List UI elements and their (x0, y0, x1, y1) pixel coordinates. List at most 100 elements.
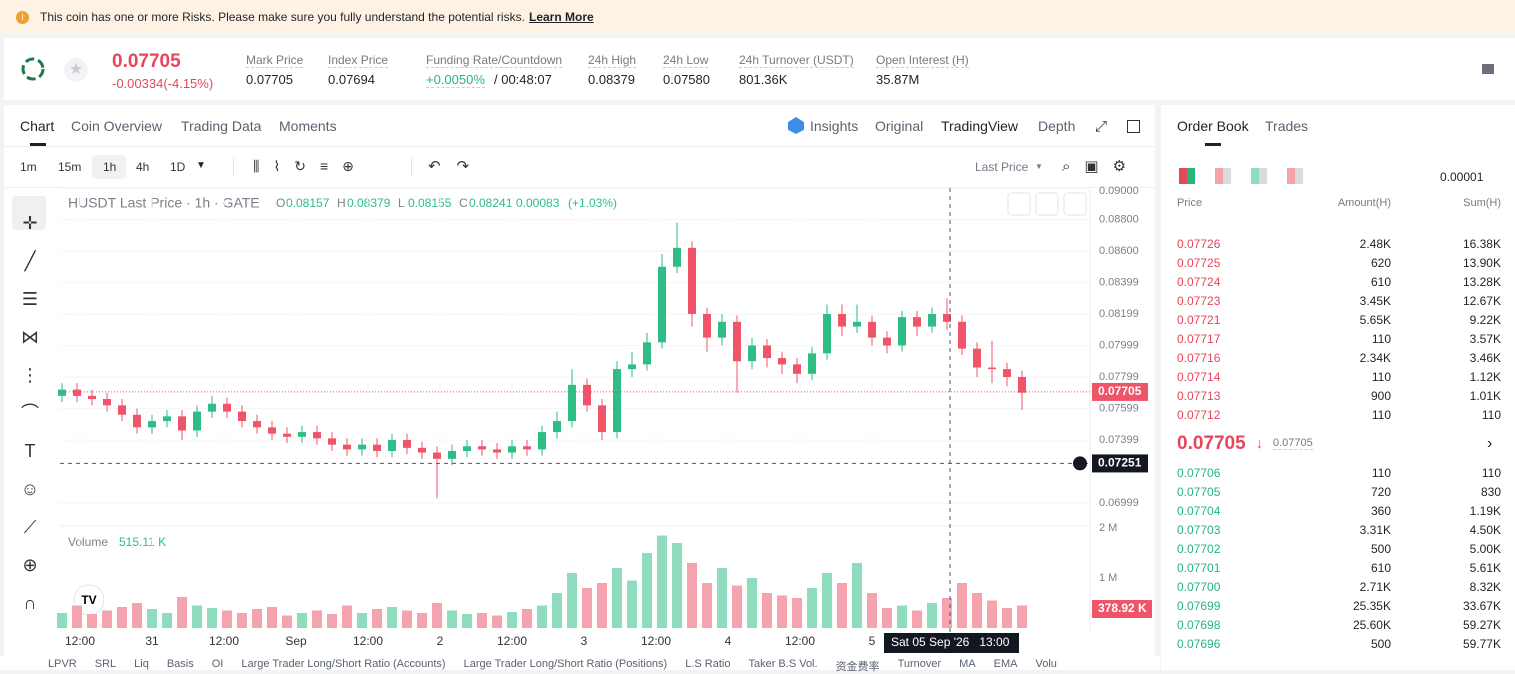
ob-sum: 59.77K (1462, 637, 1501, 651)
fullscreen[interactable]: ⤢ (1095, 118, 1108, 135)
volume-bar (582, 588, 592, 628)
dropdown[interactable]: ▼ (196, 160, 206, 171)
drawing-tools[interactable]: ✛ ╱ ☰ ⋈ ⋮ ⌒ T ☺ ⟋ ⊕ ∩ (20, 213, 40, 613)
indicator[interactable]: Liq (134, 658, 149, 670)
ob-price[interactable]: 0.07696 (1177, 637, 1221, 651)
ob-price[interactable]: 0.07702 (1177, 542, 1221, 556)
interval[interactable]: 15m (58, 160, 82, 174)
indicator[interactable]: L.S Ratio (685, 658, 731, 670)
chart-tools[interactable]: ⫼⌇↻≡⊕ (253, 158, 368, 174)
ob-amount: 3.31K (1359, 523, 1391, 537)
layout-btn[interactable] (1179, 168, 1195, 184)
volume-bar (372, 609, 382, 628)
volume-bar (507, 612, 517, 628)
favorite[interactable]: ★ (64, 58, 88, 82)
btn[interactable] (1035, 192, 1059, 216)
layout-btn[interactable] (1287, 168, 1303, 184)
chart: HUSDT Last Price · 1h · GATE O 0.08157 H 0.… (57, 185, 1152, 653)
price-type[interactable]: Last Price (975, 160, 1029, 174)
ob-price[interactable]: 0.07704 (1177, 504, 1221, 518)
interval[interactable]: 1m (20, 160, 37, 174)
indicator-bar: LPVR SRL Liq Basis OI Large Trader Long/Short… (0, 656, 1160, 673)
ob-price[interactable]: 0.07714 (1177, 370, 1221, 384)
ob-sum: 1.12K (1469, 370, 1501, 384)
tool-active[interactable] (12, 196, 46, 230)
candle-body (838, 313, 846, 327)
chart-tab[interactable]: Chart (20, 118, 55, 134)
indicator[interactable]: Turnover (897, 658, 942, 670)
ob-price[interactable]: 0.07725 (1177, 256, 1221, 270)
volume-bar (357, 613, 367, 628)
ob-price[interactable]: 0.07703 (1177, 523, 1221, 537)
ob-price[interactable]: 0.07716 (1177, 351, 1221, 365)
indicator[interactable]: Large Trader Long/Short Ratio (Accounts) (241, 658, 446, 670)
indicator[interactable]: Volu (1035, 658, 1057, 670)
volume-bar (147, 609, 157, 628)
ob-price[interactable]: 0.07717 (1177, 332, 1221, 346)
window[interactable] (1127, 120, 1140, 133)
view-tab[interactable]: Original (875, 118, 924, 134)
candle-body (163, 416, 171, 422)
tab-underline (30, 143, 46, 146)
view-tab[interactable]: Depth (1038, 118, 1076, 134)
volume-bar (822, 573, 832, 628)
indicator[interactable]: MA (959, 658, 976, 670)
last-price-label: 0.07705 (1098, 384, 1142, 398)
volume-bar (312, 610, 322, 628)
volume-bar (567, 573, 577, 628)
y-tick-label: 0.08600 (1099, 245, 1139, 257)
view-tab[interactable]: TradingView (941, 118, 1019, 134)
chart-tab[interactable]: Moments (279, 118, 337, 134)
ob-price[interactable]: 0.07726 (1177, 237, 1221, 251)
ob-price[interactable]: 0.07706 (1177, 466, 1221, 480)
ob-price[interactable]: 0.07723 (1177, 294, 1221, 308)
precision[interactable]: 0.00001 (1440, 170, 1484, 184)
indicator[interactable]: 资金费率 (835, 661, 880, 673)
candle-body (283, 433, 291, 437)
ob-price[interactable]: 0.07721 (1177, 313, 1221, 327)
indicator[interactable]: Basis (166, 658, 194, 670)
indicator[interactable]: OI (211, 658, 224, 670)
layout-btn[interactable] (1251, 168, 1267, 184)
x-tick-label: 12:00 (209, 634, 239, 648)
indicator[interactable]: EMA (993, 658, 1018, 670)
stat-label: Open Interest (H) (876, 53, 969, 68)
undo-redo[interactable]: ↶↷ (428, 158, 486, 175)
ob-sum: 59.27K (1462, 618, 1501, 632)
btn[interactable] (1007, 192, 1031, 216)
volume-bar (687, 563, 697, 628)
legend-change-pct: (+1.03%) (568, 196, 617, 210)
view-tab[interactable]: Insights (810, 118, 859, 134)
chart-tab[interactable]: Coin Overview (71, 118, 163, 134)
chart-tab[interactable]: Trading Data (181, 118, 262, 134)
indicator[interactable]: SRL (94, 658, 117, 670)
ob-price[interactable]: 0.07724 (1177, 275, 1221, 289)
ob-price[interactable]: 0.07712 (1177, 408, 1221, 422)
interval[interactable]: 4h (136, 160, 150, 174)
book-icon[interactable] (1482, 64, 1494, 74)
indicator[interactable]: Taker B.S Vol. (748, 658, 818, 670)
ob-amount: 720 (1370, 485, 1391, 499)
ob-price[interactable]: 0.07705 (1177, 485, 1221, 499)
candle-body (418, 447, 426, 453)
chart-actions[interactable]: ⌕▣⚙ (1062, 158, 1141, 175)
ob-amount: 500 (1370, 542, 1391, 556)
x-tick-label: Sep (285, 634, 307, 648)
ob-tab[interactable]: Order Book (1177, 118, 1249, 134)
ob-price[interactable]: 0.07699 (1177, 599, 1221, 613)
ob-price[interactable]: 0.07713 (1177, 389, 1221, 403)
indicator[interactable]: LPVR (48, 658, 77, 670)
candle-body (238, 411, 246, 422)
learn-more[interactable]: Learn More (529, 10, 594, 24)
interval[interactable]: 1h (103, 160, 117, 174)
indicator[interactable]: Large Trader Long/Short Ratio (Positions… (463, 658, 668, 670)
ob-price[interactable]: 0.07698 (1177, 618, 1221, 632)
ob-sum: 110 (1481, 408, 1501, 422)
ob-price[interactable]: 0.07700 (1177, 580, 1221, 594)
btn[interactable] (1063, 192, 1087, 216)
candle-body (508, 446, 516, 453)
ob-price[interactable]: 0.07701 (1177, 561, 1221, 575)
interval[interactable]: 1D (170, 160, 186, 174)
ob-tab[interactable]: Trades (1265, 118, 1309, 134)
layout-btn[interactable] (1215, 168, 1231, 184)
